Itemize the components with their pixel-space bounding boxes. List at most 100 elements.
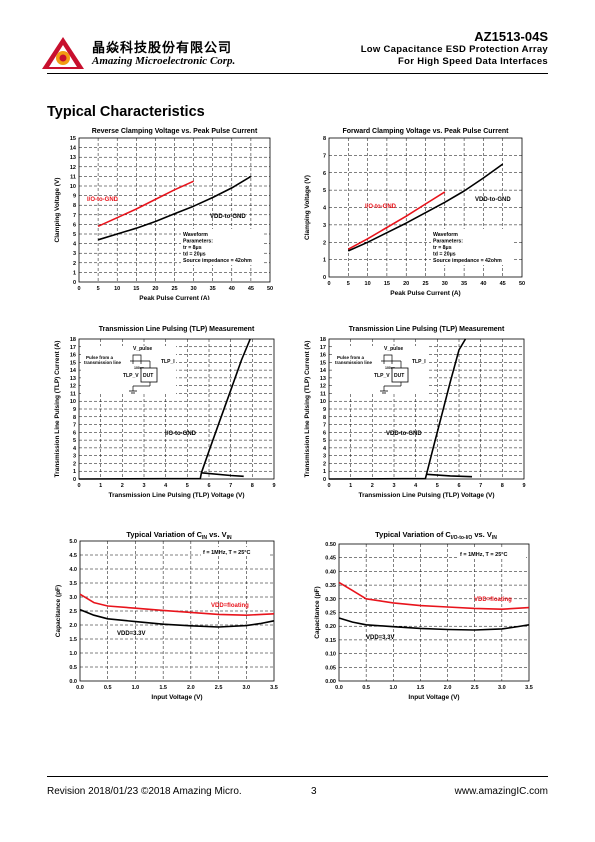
x-tick-label: 1 [349, 483, 352, 489]
y-tick-label: 6 [323, 430, 326, 436]
y-tick-label: 17 [320, 345, 326, 351]
x-tick-label: 2.0 [444, 685, 452, 691]
website-link[interactable]: www.amazingIC.com [454, 786, 548, 797]
series-line-1 [79, 608, 275, 628]
x-tick-label: 2.0 [187, 685, 195, 691]
chart-title: Transmission Line Pulsing (TLP) Measurem… [349, 326, 505, 333]
schematic-source-label-1: Pulse from a [337, 355, 365, 360]
schematic-tlpi-label: TLP_I [161, 359, 175, 365]
x-axis-label: Peak Pulse Current (A) [139, 295, 209, 300]
plot-group: Transmission Line Pulsing (TLP) Measurem… [304, 326, 526, 499]
section-title: Typical Characteristics [47, 104, 205, 120]
y-tick-label: 2 [73, 261, 76, 267]
title-part: vs. V [472, 530, 492, 539]
plot-group: Typical Variation of CI/O-to-I/O vs. VIN… [314, 530, 533, 701]
y-tick-label: 2 [323, 240, 326, 246]
y-tick-label: 5 [323, 188, 326, 194]
y-axis-label: Clamping Voltage (V) [304, 175, 311, 240]
y-tick-label: 0.15 [325, 638, 336, 644]
x-tick-label: 4 [164, 483, 168, 489]
series-label-vdd-floating: VDD=floating [474, 597, 512, 603]
x-tick-label: 0 [77, 483, 80, 489]
schematic-tlpi-label: TLP_I [412, 359, 426, 365]
y-tick-label: 4 [323, 446, 327, 452]
annotation-line: td = 20μs [183, 252, 206, 258]
title-part: Typical Variation of C [126, 530, 202, 539]
conditions-background [201, 547, 269, 556]
x-tick-label: 5 [347, 281, 350, 287]
title-subscript: IN [492, 535, 497, 541]
y-tick-label: 7 [323, 153, 326, 159]
series-label-vdd-to-gnd: VDD-to-GND [386, 431, 422, 437]
chart-title: Forward Clamping Voltage vs. Peak Pulse … [343, 128, 510, 135]
y-tick-label: 4 [323, 206, 327, 212]
y-tick-label: 0.5 [69, 665, 77, 671]
annotation-line: Source impedance = 42ohm [433, 258, 502, 264]
series-line-1 [201, 472, 244, 478]
plot-frame [78, 137, 271, 283]
y-tick-label: 3 [73, 251, 76, 257]
y-tick-label: 2 [73, 461, 76, 467]
x-tick-label: 15 [133, 286, 139, 292]
y-tick-label: 0.20 [325, 624, 336, 630]
conditions-background [458, 549, 526, 558]
x-tick-label: 4 [414, 483, 418, 489]
x-tick-label: 1.5 [417, 685, 425, 691]
y-tick-label: 1.5 [69, 637, 77, 643]
schematic-source-label-1: Pulse from a [86, 355, 114, 360]
cio-vs-vin-chart: Typical Variation of CI/O-to-I/O vs. VIN… [314, 530, 533, 701]
x-tick-label: 50 [519, 281, 525, 287]
y-tick-label: 7 [73, 213, 76, 219]
series-line-1 [426, 473, 473, 478]
y-tick-label: 9 [323, 407, 326, 413]
y-tick-label: 13 [70, 155, 76, 161]
conditions-label: f = 1MHz, T = 25°C [460, 552, 507, 558]
x-tick-label: 0 [327, 281, 330, 287]
y-tick-label: 15 [70, 136, 76, 142]
series-label-io-to-gnd: I/O-to-GND [87, 197, 119, 203]
y-tick-label: 5.0 [69, 539, 77, 545]
series-label-vdd-floating: VDD=floating [211, 603, 249, 609]
plot-frame [328, 137, 523, 278]
schematic-pulse-width: 100ns [134, 366, 144, 370]
x-tick-label: 35 [210, 286, 216, 292]
series-line-0 [97, 180, 194, 228]
x-tick-label: 50 [267, 286, 273, 292]
schematic-source-label-2: transmission line [335, 360, 373, 365]
x-tick-label: 5 [436, 483, 439, 489]
y-tick-label: 8 [73, 415, 76, 421]
y-tick-label: 8 [323, 415, 326, 421]
series-label-vdd-3v3: VDD=3.3V [366, 635, 395, 641]
footer-revision: Revision 2018/01/23 ©2018 Amazing Micro. [47, 786, 242, 797]
x-tick-label: 0.0 [76, 685, 84, 691]
plot-frame [328, 338, 525, 480]
y-tick-label: 10 [70, 184, 76, 190]
schematic-tlpv-label: TLP_V [123, 373, 139, 379]
y-tick-label: 14 [320, 368, 327, 374]
x-axis-label: Transmission Line Pulsing (TLP) Voltage … [358, 492, 494, 499]
x-tick-label: 10 [114, 286, 120, 292]
x-tick-label: 3 [392, 483, 395, 489]
x-tick-label: 8 [501, 483, 504, 489]
y-tick-label: 3 [73, 454, 76, 460]
plot-group: Reverse Clamping Voltage vs. Peak Pulse … [54, 128, 273, 300]
y-tick-label: 8 [73, 203, 76, 209]
reverse-clamping-chart: Reverse Clamping Voltage vs. Peak Pulse … [54, 128, 273, 300]
series-line-1 [338, 617, 530, 631]
y-tick-label: 10 [70, 399, 76, 405]
annotation-line: Waveform [183, 232, 208, 238]
y-tick-label: 6 [323, 171, 326, 177]
x-tick-label: 3 [142, 483, 145, 489]
chart-title: Transmission Line Pulsing (TLP) Measurem… [99, 326, 255, 333]
y-tick-label: 14 [70, 146, 77, 152]
x-tick-label: 3.0 [498, 685, 506, 691]
x-tick-label: 2 [121, 483, 124, 489]
company-name-chinese: 晶焱科技股份有限公司 [92, 41, 233, 56]
y-tick-label: 0.05 [325, 665, 336, 671]
annotation-line: Parameters: [433, 239, 463, 245]
annotation-line: Parameters: [183, 239, 213, 245]
x-tick-label: 6 [207, 483, 210, 489]
y-axis-label: Transmission Line Pulsing (TLP) Current … [304, 341, 311, 478]
x-tick-label: 6 [457, 483, 460, 489]
